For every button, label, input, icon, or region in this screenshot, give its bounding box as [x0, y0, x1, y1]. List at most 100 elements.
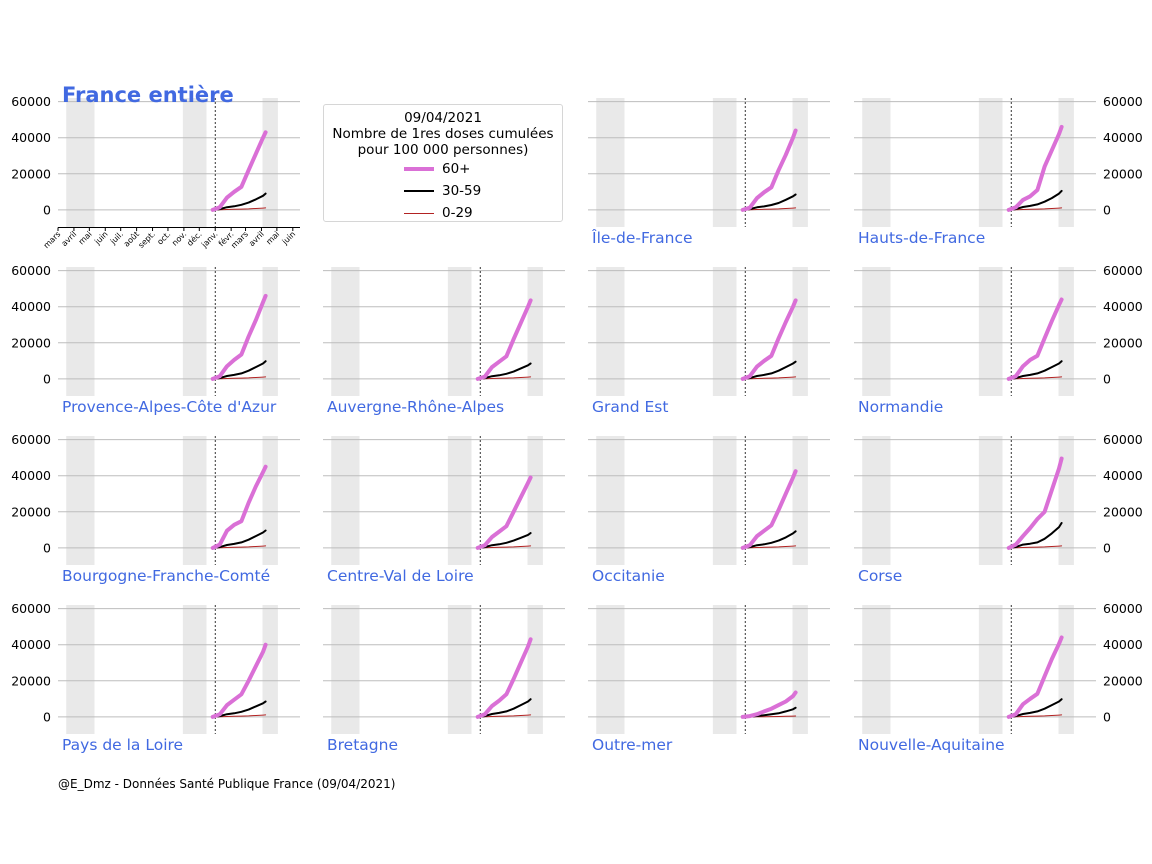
shaded-period [862, 267, 891, 396]
y-tick-label: 0 [43, 540, 51, 555]
y-tick-label: 60000 [11, 432, 51, 447]
series-line-60plus [1006, 124, 1064, 212]
shaded-period [182, 98, 207, 227]
legend-label-30-59: 30-59 [442, 183, 482, 199]
y-tick-label: 40000 [11, 130, 51, 145]
series-line-0-29 [742, 207, 797, 211]
x-tick-label: sept. [137, 230, 157, 250]
series-line-0-29 [477, 545, 532, 549]
panel-centre-val-de-loire: Centre-Val de Loire [323, 436, 565, 585]
panel-bretagne: Bretagne [323, 605, 565, 754]
legend-label-60plus: 60+ [442, 161, 471, 177]
panel-hauts-de-france: 60000 40000 20000 0 Hauts-de-France [854, 94, 1143, 247]
series-line-30-59 [211, 360, 267, 380]
shaded-period [1058, 436, 1074, 565]
chart-title: France entière [62, 83, 234, 107]
y-tick-label: 20000 [11, 504, 51, 519]
legend-entry-30-59: 30-59 [324, 181, 562, 202]
legend-swatch-60plus [404, 167, 434, 171]
legend-swatch-0-29 [404, 213, 434, 214]
series-line-30-59 [1007, 189, 1063, 211]
series-line-30-59 [211, 192, 267, 211]
series-line-60plus [210, 464, 268, 550]
series-line-60plus [1006, 297, 1064, 381]
shaded-period [978, 436, 1003, 565]
shaded-period [182, 436, 207, 565]
y-tick-label: 20000 [11, 166, 51, 181]
shaded-period [978, 98, 1003, 227]
series-line-0-29 [477, 376, 532, 380]
x-tick-label: oct. [155, 230, 172, 247]
shaded-period [596, 605, 625, 734]
panel-normandie: 60000 40000 20000 0 Normandie [854, 263, 1143, 416]
legend-date: 09/04/2021 [404, 110, 482, 126]
subplot-label-centre-val-de-loire: Centre-Val de Loire [327, 567, 474, 585]
legend-swatch-30-59 [404, 190, 434, 192]
series-line-0-29 [742, 376, 797, 380]
series-line-60plus [740, 298, 798, 381]
y-tick-label: 60000 [1103, 263, 1143, 278]
y-tick-label: 20000 [11, 335, 51, 350]
shaded-period [331, 605, 360, 734]
subplot-label-normandie: Normandie [858, 398, 943, 416]
y-tick-label: 60000 [1103, 94, 1143, 109]
y-tick-label: 0 [1103, 709, 1111, 724]
series-line-60plus [1006, 635, 1064, 719]
series-line-0-29 [1008, 714, 1063, 718]
subplot-label-hauts-de-france: Hauts-de-France [858, 229, 985, 247]
subplot-label-grand-est: Grand Est [592, 398, 668, 416]
y-tick-label: 0 [1103, 202, 1111, 217]
subplot-label-nouvelle-aquitaine: Nouvelle-Aquitaine [858, 736, 1005, 754]
x-tick-label: mai [264, 230, 281, 247]
x-tick-label: mai [77, 230, 94, 247]
y-tick-label: 60000 [11, 601, 51, 616]
shaded-period [978, 267, 1003, 396]
series-line-60plus [475, 298, 533, 381]
series-line-30-59 [476, 532, 532, 549]
shaded-period [792, 605, 808, 734]
panel-pays-de-la-loire: 60000 40000 20000 0 Pays de la Loire [11, 601, 300, 754]
y-tick-label: 20000 [1103, 673, 1143, 688]
panel-outre-mer: Outre-mer [588, 605, 830, 754]
legend-label-0-29: 0-29 [442, 205, 473, 221]
series-line-0-29 [212, 207, 267, 211]
series-line-30-59 [741, 360, 797, 380]
subplot-label-bretagne: Bretagne [327, 736, 398, 754]
shaded-period [447, 436, 472, 565]
shaded-period [596, 98, 625, 227]
series-line-0-29 [1008, 376, 1063, 380]
panel-nouvelle-aquitaine: 60000 40000 20000 0 Nouvelle-Aquitaine [854, 601, 1143, 754]
shaded-period [596, 436, 625, 565]
y-tick-label: 0 [1103, 371, 1111, 386]
x-tick-label: avril [247, 230, 266, 249]
series-line-0-29 [742, 545, 797, 549]
y-tick-label: 0 [43, 202, 51, 217]
series-line-30-59 [211, 529, 267, 549]
series-line-60plus [475, 475, 533, 550]
series-line-30-59 [476, 698, 532, 718]
series-line-60plus [740, 690, 798, 719]
series-line-30-59 [476, 362, 532, 380]
shaded-period [596, 267, 625, 396]
subplot-label-pays-de-la-loire: Pays de la Loire [62, 736, 183, 754]
series-line-0-29 [212, 545, 267, 549]
series-line-30-59 [211, 700, 267, 718]
subplot-label-provence-alpes-cote-d-azur: Provence-Alpes-Côte d'Azur [62, 398, 277, 416]
y-tick-label: 40000 [11, 468, 51, 483]
shaded-period [66, 98, 95, 227]
x-tick-label: juin [280, 230, 297, 247]
series-line-0-29 [212, 714, 267, 718]
panel-bourgogne-franche-comte: 60000 40000 20000 0 Bourgogne-Franche-Comté [11, 432, 300, 585]
y-tick-label: 60000 [1103, 432, 1143, 447]
shaded-period [712, 98, 737, 227]
series-line-60plus [740, 128, 798, 212]
series-line-30-59 [1007, 698, 1063, 718]
shaded-period [862, 605, 891, 734]
panel-auvergne-rhone-alpes: Auvergne-Rhône-Alpes [323, 267, 565, 416]
panel-grand-est: Grand Est [588, 267, 830, 416]
series-line-60plus [475, 637, 533, 719]
subplot-label-ile-de-france: Île-de-France [591, 228, 693, 247]
series-line-0-29 [477, 714, 532, 718]
series-line-30-59 [741, 193, 797, 211]
shaded-period [182, 605, 207, 734]
